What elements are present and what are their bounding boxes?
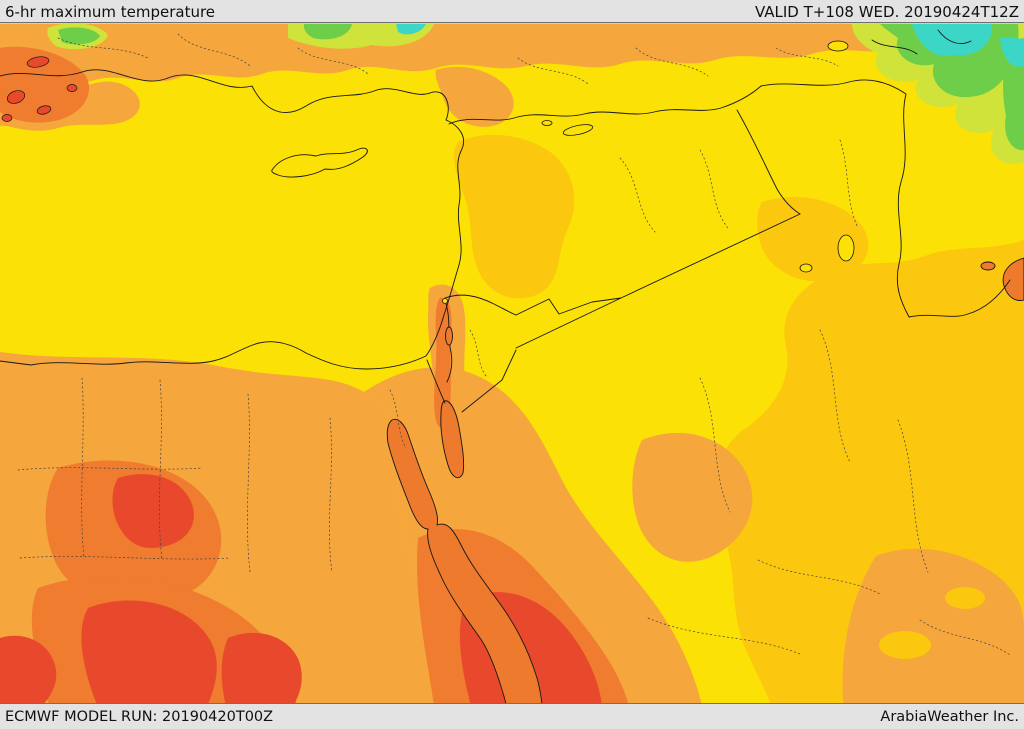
cyprus-outline xyxy=(271,147,368,178)
syria-iraq-border xyxy=(736,109,801,215)
turkey-syria-border xyxy=(448,85,762,125)
small-lake xyxy=(541,120,553,126)
gulf-lagoon xyxy=(980,261,996,271)
caucasus-border-segments xyxy=(871,29,972,55)
model-run-label: ECMWF MODEL RUN: 20190420T00Z xyxy=(5,708,274,725)
sea-of-galilee xyxy=(442,298,448,304)
egypt-israel-border xyxy=(426,359,446,404)
brand-label: ArabiaWeather Inc. xyxy=(880,708,1019,725)
jordan-north-border xyxy=(444,294,517,316)
jordan-saudi-border xyxy=(461,349,517,413)
persian-gulf xyxy=(1002,257,1024,301)
aegean-islands xyxy=(1,56,78,122)
iraq-iran-border xyxy=(760,79,1011,318)
admin-borders xyxy=(17,33,1011,656)
gulf-of-aqaba xyxy=(440,400,465,479)
jordan-east-border xyxy=(515,297,622,316)
footer-bar: ECMWF MODEL RUN: 20190420T00Z ArabiaWeat… xyxy=(0,703,1024,729)
map-title: 6-hr maximum temperature xyxy=(5,3,216,21)
lake-assad xyxy=(562,124,594,136)
jordan-valley-line xyxy=(445,303,453,383)
mediterranean-coastline xyxy=(0,69,465,370)
valid-time-label: VALID T+108 WED. 20190424T12Z xyxy=(754,3,1019,21)
country-borders xyxy=(0,29,1011,413)
dead-sea xyxy=(445,326,453,346)
lake-van xyxy=(827,40,849,52)
lake-tharthar xyxy=(837,234,855,262)
header-bar: 6-hr maximum temperature VALID T+108 WED… xyxy=(0,0,1024,23)
lake-habbaniyah xyxy=(799,263,813,273)
lakes xyxy=(442,40,855,346)
